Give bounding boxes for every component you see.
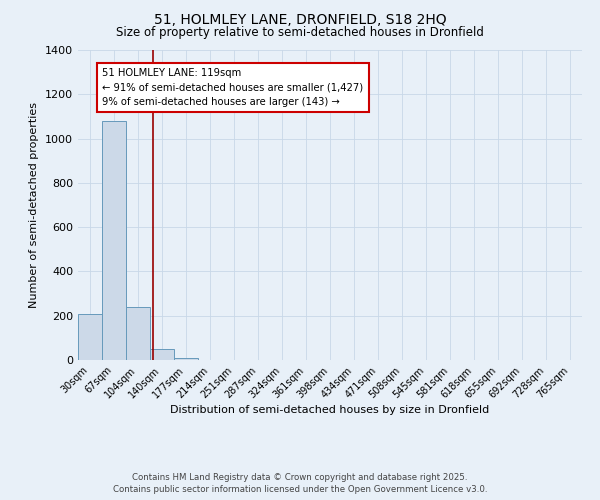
Bar <box>126 307 150 360</box>
Text: 51, HOLMLEY LANE, DRONFIELD, S18 2HQ: 51, HOLMLEY LANE, DRONFIELD, S18 2HQ <box>154 12 446 26</box>
Bar <box>150 349 174 360</box>
X-axis label: Distribution of semi-detached houses by size in Dronfield: Distribution of semi-detached houses by … <box>170 406 490 415</box>
Text: Contains HM Land Registry data © Crown copyright and database right 2025.
Contai: Contains HM Land Registry data © Crown c… <box>113 472 487 494</box>
Bar <box>102 121 126 360</box>
Text: 51 HOLMLEY LANE: 119sqm
← 91% of semi-detached houses are smaller (1,427)
9% of : 51 HOLMLEY LANE: 119sqm ← 91% of semi-de… <box>103 68 364 108</box>
Text: Size of property relative to semi-detached houses in Dronfield: Size of property relative to semi-detach… <box>116 26 484 39</box>
Bar <box>78 314 102 360</box>
Bar <box>174 358 198 360</box>
Y-axis label: Number of semi-detached properties: Number of semi-detached properties <box>29 102 40 308</box>
